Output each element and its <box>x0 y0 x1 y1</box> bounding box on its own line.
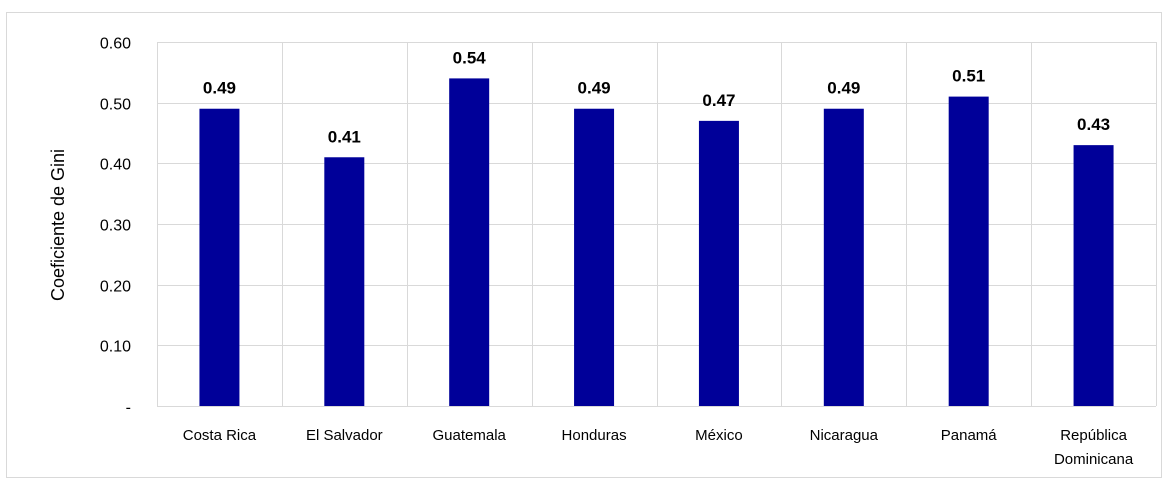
y-axis-title: Coeficiente de Gini <box>48 149 68 301</box>
data-label: 0.49 <box>578 79 611 98</box>
category-label: Honduras <box>562 427 627 444</box>
bar <box>948 96 989 406</box>
grid-layer <box>157 42 1157 407</box>
bar <box>449 78 490 407</box>
data-label: 0.41 <box>328 127 361 146</box>
y-tick-label: 0.20 <box>100 279 131 296</box>
y-tick-label: 0.10 <box>100 339 131 356</box>
category-label: Panamá <box>941 427 998 444</box>
category-label: Costa Rica <box>183 427 257 444</box>
bar <box>823 108 864 406</box>
y-tick-label: 0.60 <box>100 36 131 53</box>
bar <box>1073 145 1114 406</box>
bar <box>698 120 739 406</box>
data-label: 0.47 <box>702 91 735 110</box>
labels-layer: - 0.10 0.20 0.30 0.40 0.50 0.60 0.49 Costa Rica 0… <box>100 36 1134 469</box>
bar <box>574 108 615 406</box>
category-label: Nicaragua <box>810 427 879 444</box>
category-label: Guatemala <box>433 427 507 444</box>
y-tick-label: - <box>126 400 131 417</box>
y-tick-label: 0.40 <box>100 157 131 174</box>
data-label: 0.49 <box>827 79 860 98</box>
data-label: 0.51 <box>952 67 985 86</box>
y-tick-label: 0.30 <box>100 218 131 235</box>
bar <box>199 108 240 406</box>
category-label: El Salvador <box>306 427 383 444</box>
data-label: 0.43 <box>1077 115 1110 134</box>
data-label: 0.54 <box>453 48 487 67</box>
category-label: República Dominicana <box>1054 427 1134 468</box>
bars-layer <box>199 78 1114 407</box>
data-label: 0.49 <box>203 79 236 98</box>
category-label: México <box>695 427 743 444</box>
bar <box>324 157 365 406</box>
y-tick-label: 0.50 <box>100 97 131 114</box>
